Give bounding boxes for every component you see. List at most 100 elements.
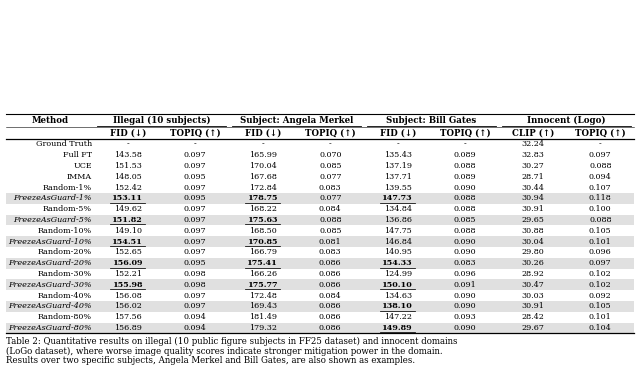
Text: 30.91: 30.91 [522, 302, 544, 310]
Text: CLIP (↑): CLIP (↑) [511, 128, 554, 138]
Text: 30.94: 30.94 [522, 194, 544, 202]
Text: 0.097: 0.097 [184, 238, 207, 246]
Text: 151.82: 151.82 [113, 216, 143, 224]
Text: 30.04: 30.04 [522, 238, 544, 246]
Text: 124.99: 124.99 [384, 270, 412, 278]
Text: 0.090: 0.090 [454, 324, 477, 332]
Text: 165.99: 165.99 [249, 151, 276, 159]
Text: 157.56: 157.56 [114, 313, 141, 321]
Text: 152.65: 152.65 [114, 249, 141, 257]
Text: (LoGo dataset), where worse image quality scores indicate stronger mitigation po: (LoGo dataset), where worse image qualit… [6, 346, 443, 355]
Text: 155.98: 155.98 [113, 281, 143, 289]
Text: 30.03: 30.03 [522, 292, 544, 300]
Text: 168.50: 168.50 [249, 227, 276, 235]
Bar [6, 258, 634, 269]
Text: Random-20%: Random-20% [38, 249, 92, 257]
Text: 0.097: 0.097 [184, 292, 207, 300]
Text: 181.49: 181.49 [249, 313, 276, 321]
Text: 156.02: 156.02 [114, 302, 141, 310]
Text: Random-30%: Random-30% [38, 270, 92, 278]
Text: 137.71: 137.71 [384, 173, 412, 181]
Text: 0.090: 0.090 [454, 249, 477, 257]
Text: Random-80%: Random-80% [38, 313, 92, 321]
Text: 156.09: 156.09 [113, 259, 143, 267]
Text: 0.097: 0.097 [184, 205, 207, 213]
Text: 29.80: 29.80 [522, 249, 544, 257]
Text: 0.090: 0.090 [454, 238, 477, 246]
Bar [6, 322, 634, 333]
Text: 167.68: 167.68 [249, 173, 276, 181]
Text: 0.097: 0.097 [589, 151, 612, 159]
Text: 170.85: 170.85 [248, 238, 278, 246]
Text: 166.79: 166.79 [249, 249, 276, 257]
Bar [6, 214, 634, 225]
Text: 0.097: 0.097 [184, 249, 207, 257]
Text: 0.095: 0.095 [184, 173, 207, 181]
Text: Method: Method [31, 116, 68, 125]
Text: 154.51: 154.51 [112, 238, 143, 246]
Text: 170.04: 170.04 [249, 162, 276, 170]
Text: -: - [194, 141, 196, 148]
Text: 175.77: 175.77 [248, 281, 278, 289]
Text: 0.086: 0.086 [319, 259, 342, 267]
Text: 0.105: 0.105 [589, 227, 612, 235]
Text: 0.102: 0.102 [589, 270, 612, 278]
Text: 0.086: 0.086 [319, 302, 342, 310]
Text: 134.84: 134.84 [384, 205, 412, 213]
Text: 0.086: 0.086 [319, 281, 342, 289]
Text: 156.89: 156.89 [114, 324, 141, 332]
Text: 179.32: 179.32 [249, 324, 276, 332]
Text: Subject: Angela Merkel: Subject: Angela Merkel [240, 116, 353, 125]
Text: 0.083: 0.083 [319, 249, 342, 257]
Text: 30.91: 30.91 [522, 205, 544, 213]
Text: 32.83: 32.83 [522, 151, 544, 159]
Text: 0.098: 0.098 [184, 270, 207, 278]
Text: 0.118: 0.118 [589, 194, 612, 202]
Text: 172.84: 172.84 [249, 184, 276, 191]
Text: -: - [329, 141, 332, 148]
Text: 135.43: 135.43 [384, 151, 412, 159]
Text: 0.088: 0.088 [589, 216, 611, 224]
Bar [6, 279, 634, 290]
Text: 143.58: 143.58 [114, 151, 141, 159]
Text: 0.107: 0.107 [589, 184, 612, 191]
Text: 0.101: 0.101 [589, 238, 612, 246]
Text: 0.097: 0.097 [184, 227, 207, 235]
Text: 0.092: 0.092 [589, 292, 612, 300]
Text: 0.094: 0.094 [184, 313, 207, 321]
Text: 149.62: 149.62 [114, 205, 142, 213]
Text: 29.67: 29.67 [522, 324, 544, 332]
Text: 0.086: 0.086 [319, 313, 342, 321]
Text: 146.84: 146.84 [384, 238, 412, 246]
Text: 32.24: 32.24 [521, 141, 544, 148]
Text: Random-10%: Random-10% [38, 227, 92, 235]
Text: 0.096: 0.096 [454, 270, 477, 278]
Text: 0.097: 0.097 [184, 151, 207, 159]
Text: 139.55: 139.55 [384, 184, 412, 191]
Text: 0.088: 0.088 [454, 205, 477, 213]
Text: 0.097: 0.097 [184, 216, 207, 224]
Text: 0.081: 0.081 [319, 238, 342, 246]
Text: 0.091: 0.091 [454, 281, 477, 289]
Text: 0.085: 0.085 [319, 162, 342, 170]
Text: 178.75: 178.75 [248, 194, 278, 202]
Text: 0.088: 0.088 [454, 162, 477, 170]
Text: 175.41: 175.41 [247, 259, 278, 267]
Text: IMMA: IMMA [67, 173, 92, 181]
Text: Results over two specific subjects, Angela Merkel and Bill Gates, are also shown: Results over two specific subjects, Ange… [6, 356, 415, 365]
Text: Random-1%: Random-1% [43, 184, 92, 191]
Text: 0.085: 0.085 [319, 227, 342, 235]
Text: 0.094: 0.094 [184, 324, 207, 332]
Text: Random-40%: Random-40% [38, 292, 92, 300]
Text: 152.21: 152.21 [114, 270, 141, 278]
Text: 140.95: 140.95 [384, 249, 412, 257]
Text: TOPIQ (↑): TOPIQ (↑) [440, 128, 491, 138]
Text: 169.43: 169.43 [249, 302, 277, 310]
Text: 149.89: 149.89 [383, 324, 413, 332]
Text: 0.097: 0.097 [184, 184, 207, 191]
Text: Random-5%: Random-5% [43, 205, 92, 213]
Text: 0.089: 0.089 [454, 151, 477, 159]
Text: 0.095: 0.095 [184, 194, 207, 202]
Text: 154.33: 154.33 [383, 259, 413, 267]
Text: 0.097: 0.097 [589, 259, 612, 267]
